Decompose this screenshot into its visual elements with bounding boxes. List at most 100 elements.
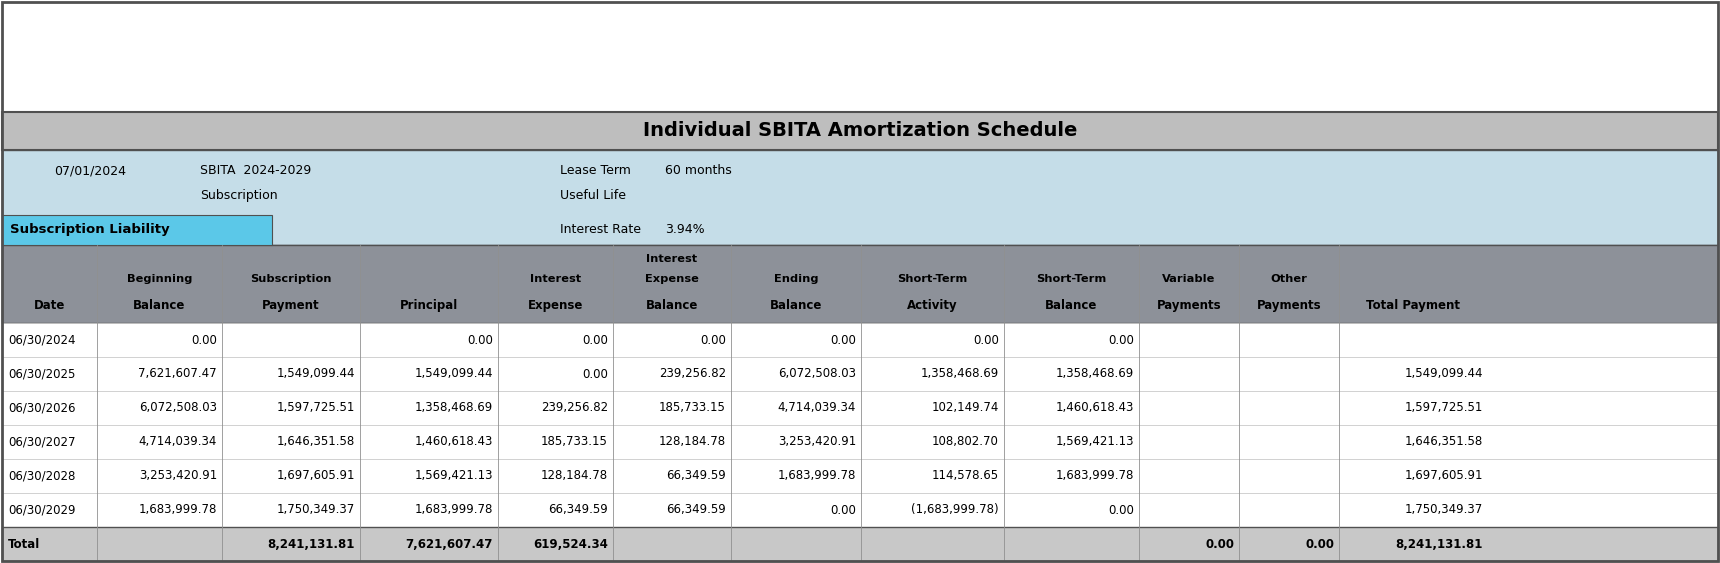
Text: 6,072,508.03: 6,072,508.03 (777, 368, 857, 381)
Text: 1,460,618.43: 1,460,618.43 (1056, 401, 1133, 414)
Text: Individual SBITA Amortization Schedule: Individual SBITA Amortization Schedule (643, 122, 1077, 141)
Text: Total Payment: Total Payment (1366, 300, 1460, 312)
Text: Subscription: Subscription (249, 274, 332, 284)
Text: Principal: Principal (399, 300, 458, 312)
Text: 06/30/2027: 06/30/2027 (9, 436, 76, 449)
Text: Payment: Payment (261, 300, 320, 312)
Text: Interest: Interest (530, 274, 581, 284)
Text: Variable: Variable (1163, 274, 1216, 284)
Text: 128,184.78: 128,184.78 (659, 436, 726, 449)
Text: 3,253,420.91: 3,253,420.91 (777, 436, 857, 449)
Text: 0.00: 0.00 (1108, 333, 1133, 346)
Text: 0.00: 0.00 (581, 368, 607, 381)
Text: 1,549,099.44: 1,549,099.44 (277, 368, 354, 381)
Text: Balance: Balance (1046, 300, 1097, 312)
Text: 07/01/2024: 07/01/2024 (53, 164, 126, 177)
Bar (2, 215, 272, 245)
Text: 114,578.65: 114,578.65 (932, 470, 999, 482)
Text: SBITA  2024-2029: SBITA 2024-2029 (200, 164, 311, 177)
Text: 1,683,999.78: 1,683,999.78 (415, 503, 494, 516)
Bar (2, 527, 1718, 561)
Text: Payments: Payments (1156, 300, 1221, 312)
Text: 8,241,131.81: 8,241,131.81 (268, 538, 354, 551)
Text: Beginning: Beginning (127, 274, 193, 284)
Text: 0.00: 0.00 (831, 333, 857, 346)
Text: Expense: Expense (528, 300, 583, 312)
Text: 1,597,725.51: 1,597,725.51 (1405, 401, 1483, 414)
Text: 7,621,607.47: 7,621,607.47 (406, 538, 494, 551)
Text: 66,349.59: 66,349.59 (666, 503, 726, 516)
Text: 3,253,420.91: 3,253,420.91 (139, 470, 217, 482)
Text: 0.00: 0.00 (1108, 503, 1133, 516)
Text: 1,549,099.44: 1,549,099.44 (1405, 368, 1483, 381)
Text: 1,683,999.78: 1,683,999.78 (777, 470, 857, 482)
Bar (2, 493, 1718, 527)
Text: Payments: Payments (1257, 300, 1321, 312)
Bar (2, 323, 1718, 357)
Text: 06/30/2028: 06/30/2028 (9, 470, 76, 482)
Text: 1,549,099.44: 1,549,099.44 (415, 368, 494, 381)
Text: 0.00: 0.00 (1305, 538, 1335, 551)
Text: 8,241,131.81: 8,241,131.81 (1395, 538, 1483, 551)
Text: Interest: Interest (647, 254, 698, 264)
Text: 239,256.82: 239,256.82 (540, 401, 607, 414)
Text: 0.00: 0.00 (191, 333, 217, 346)
Text: Short-Term: Short-Term (898, 274, 968, 284)
Bar (2, 391, 1718, 425)
Text: 1,646,351.58: 1,646,351.58 (1405, 436, 1483, 449)
Text: Balance: Balance (645, 300, 698, 312)
Text: 1,646,351.58: 1,646,351.58 (277, 436, 354, 449)
Text: 1,460,618.43: 1,460,618.43 (415, 436, 494, 449)
Text: 1,569,421.13: 1,569,421.13 (415, 470, 494, 482)
Text: 619,524.34: 619,524.34 (533, 538, 607, 551)
Text: 1,597,725.51: 1,597,725.51 (277, 401, 354, 414)
Text: 0.00: 0.00 (581, 333, 607, 346)
Text: (1,683,999.78): (1,683,999.78) (912, 503, 999, 516)
Text: 0.00: 0.00 (1206, 538, 1233, 551)
Text: Balance: Balance (771, 300, 822, 312)
Text: 4,714,039.34: 4,714,039.34 (139, 436, 217, 449)
Text: 1,697,605.91: 1,697,605.91 (277, 470, 354, 482)
Text: 6,072,508.03: 6,072,508.03 (139, 401, 217, 414)
Text: Expense: Expense (645, 274, 698, 284)
Text: Ending: Ending (774, 274, 819, 284)
Bar (2, 150, 1718, 245)
Text: 3.94%: 3.94% (666, 224, 705, 236)
Text: Subscription: Subscription (200, 189, 277, 202)
Text: 1,750,349.37: 1,750,349.37 (277, 503, 354, 516)
Text: 66,349.59: 66,349.59 (549, 503, 607, 516)
Text: 06/30/2025: 06/30/2025 (9, 368, 76, 381)
Text: 1,569,421.13: 1,569,421.13 (1056, 436, 1133, 449)
Text: 1,358,468.69: 1,358,468.69 (920, 368, 999, 381)
Text: Balance: Balance (134, 300, 186, 312)
Text: 128,184.78: 128,184.78 (540, 470, 607, 482)
Text: Activity: Activity (906, 300, 958, 312)
Text: Other: Other (1271, 274, 1307, 284)
Bar (2, 112, 1718, 150)
Text: 108,802.70: 108,802.70 (932, 436, 999, 449)
Text: 102,149.74: 102,149.74 (932, 401, 999, 414)
Text: 06/30/2026: 06/30/2026 (9, 401, 76, 414)
Text: 0.00: 0.00 (700, 333, 726, 346)
Text: 1,683,999.78: 1,683,999.78 (139, 503, 217, 516)
Text: 239,256.82: 239,256.82 (659, 368, 726, 381)
Text: 1,750,349.37: 1,750,349.37 (1405, 503, 1483, 516)
Text: Interest Rate: Interest Rate (561, 224, 642, 236)
Text: Subscription Liability: Subscription Liability (10, 224, 170, 236)
Text: Lease Term: Lease Term (561, 164, 631, 177)
Text: 66,349.59: 66,349.59 (666, 470, 726, 482)
Text: 06/30/2029: 06/30/2029 (9, 503, 76, 516)
Text: Date: Date (34, 300, 65, 312)
Text: 1,683,999.78: 1,683,999.78 (1056, 470, 1133, 482)
Bar (2, 425, 1718, 459)
Text: 4,714,039.34: 4,714,039.34 (777, 401, 857, 414)
Text: 1,358,468.69: 1,358,468.69 (415, 401, 494, 414)
Bar (2, 459, 1718, 493)
Bar (2, 357, 1718, 391)
Text: 06/30/2024: 06/30/2024 (9, 333, 76, 346)
Text: 0.00: 0.00 (974, 333, 999, 346)
Text: Useful Life: Useful Life (561, 189, 626, 202)
Text: 7,621,607.47: 7,621,607.47 (138, 368, 217, 381)
Text: 0.00: 0.00 (831, 503, 857, 516)
Text: 185,733.15: 185,733.15 (542, 436, 607, 449)
